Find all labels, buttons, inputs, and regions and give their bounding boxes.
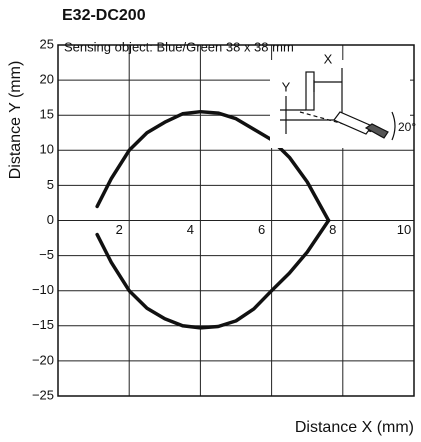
annotation: Sensing object: Blue/Green 38 x 38 mm bbox=[64, 39, 294, 54]
y-tick-label: −5 bbox=[39, 247, 54, 262]
y-tick-label: −10 bbox=[32, 282, 54, 297]
chart-title: E32-DC200 bbox=[62, 7, 146, 24]
y-tick-label: 10 bbox=[40, 142, 54, 157]
y-tick-label: 15 bbox=[40, 107, 54, 122]
y-tick-label: −25 bbox=[32, 387, 54, 402]
y-tick-label: −15 bbox=[32, 317, 54, 332]
plot-area bbox=[57, 44, 415, 397]
y-tick-label: 0 bbox=[47, 212, 54, 227]
inset-label: X bbox=[324, 51, 333, 66]
y-tick-label: −20 bbox=[32, 352, 54, 367]
inset-label: 20° bbox=[398, 120, 416, 134]
x-tick-label: 4 bbox=[187, 222, 194, 237]
y-tick-label: 20 bbox=[40, 72, 54, 87]
x-tick-label: 2 bbox=[116, 222, 123, 237]
y-tick-label: 25 bbox=[40, 36, 54, 51]
inset-background bbox=[270, 60, 410, 148]
x-tick-label: 10 bbox=[397, 222, 411, 237]
plot-frame bbox=[57, 44, 415, 397]
series-line bbox=[95, 218, 331, 330]
y-tick-label: 5 bbox=[47, 177, 54, 192]
series-line bbox=[95, 109, 331, 223]
y-axis-label: Distance Y (mm) bbox=[7, 61, 24, 180]
x-tick-label: 8 bbox=[329, 222, 336, 237]
inset-diagram bbox=[280, 68, 396, 141]
x-tick-label: 6 bbox=[258, 222, 265, 237]
inset-label: Y bbox=[282, 79, 291, 94]
x-axis-label: Distance X (mm) bbox=[295, 419, 414, 436]
